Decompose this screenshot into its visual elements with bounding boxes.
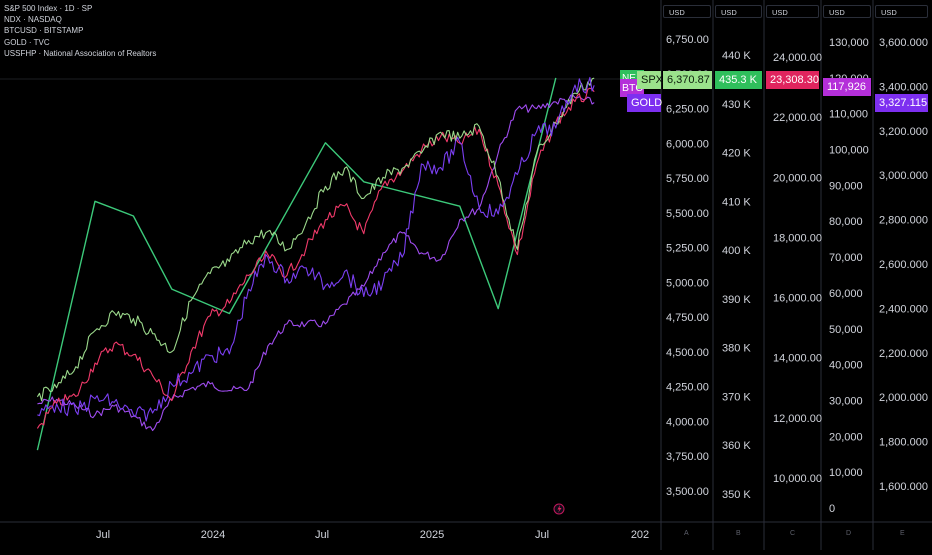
axis-tick-c: 16,000.00 [773, 293, 822, 305]
axis-tick-a: 3,750.00 [666, 451, 709, 463]
series-line-ussfhp [36, 77, 557, 451]
axis-tick-a: 6,750.00 [666, 34, 709, 46]
axis-tick-b: 380 K [722, 343, 751, 355]
axis-tick-a: 6,250.00 [666, 104, 709, 116]
gold-price-tag[interactable]: 3,327.115 [875, 94, 928, 112]
axis-tick-d: 60,000 [829, 288, 863, 300]
scale-d-footer: D [846, 530, 852, 537]
series-lines [36, 76, 595, 451]
axis-tick-a: 4,250.00 [666, 382, 709, 394]
axis-tick-b: 420 K [722, 148, 751, 160]
x-axis-label: 202 [631, 529, 649, 541]
legend-item[interactable]: NDX · NASDAQ [4, 15, 62, 25]
ussfhp-price-tag[interactable]: 435.3 K [715, 71, 762, 89]
legend-item[interactable]: S&P 500 Index · 1D · SP [4, 4, 93, 13]
axis-tick-e: 3,400.000 [879, 81, 928, 93]
x-axis-label: 2024 [201, 529, 225, 541]
axis-tick-a: 3,500.00 [666, 486, 709, 498]
axis-tick-a: 5,250.00 [666, 243, 709, 255]
axis-tick-b: 400 K [722, 245, 751, 257]
x-axis-label: 2025 [420, 529, 444, 541]
axis-tick-e: 2,600.000 [879, 259, 928, 271]
x-axis-label: Jul [315, 529, 329, 541]
scale-c-footer: C [790, 530, 796, 537]
axis-tick-d: 10,000 [829, 467, 863, 479]
axis-tick-d: 40,000 [829, 360, 863, 372]
btc-price-tag[interactable]: 117,926 [823, 78, 871, 96]
ndx-price-tag[interactable]: 23,308.30 [766, 71, 819, 89]
axis-tick-e: 2,200.000 [879, 348, 928, 360]
x-axis-label: Jul [96, 529, 110, 541]
axis-tick-b: 440 K [722, 50, 751, 62]
series-line-btcusd [37, 76, 595, 422]
axis-tick-d: 110,000 [829, 109, 868, 121]
axis-tick-e: 3,600.000 [879, 37, 928, 49]
axis-tick-d: 20,000 [829, 431, 863, 443]
axis-tick-d: 70,000 [829, 252, 863, 264]
axis-tick-a: 4,500.00 [666, 347, 709, 359]
legend-item[interactable]: BTCUSD · BITSTAMP [4, 26, 84, 36]
axis-tick-a: 5,750.00 [666, 173, 709, 185]
axis-tick-d: 100,000 [829, 145, 869, 157]
axis-tick-c: 20,000.00 [773, 172, 822, 184]
scale-b-footer: B [736, 530, 741, 537]
axis-tick-e: 1,800.000 [879, 437, 928, 449]
axis-tick-e: 2,000.000 [879, 392, 928, 404]
axis-tick-a: 6,000.00 [666, 138, 709, 150]
series-line-s-p-500-index [36, 87, 595, 429]
legend-item[interactable]: USSFHP · National Association of Realtor… [4, 48, 157, 58]
scale-b-unit[interactable]: USD [715, 5, 762, 18]
lightning-icon [557, 505, 562, 513]
axis-tick-c: 18,000.00 [773, 232, 822, 244]
scale-d-unit[interactable]: USD [823, 5, 871, 18]
axis-tick-c: 14,000.00 [773, 353, 822, 365]
event-marker-icon[interactable] [553, 503, 565, 515]
axis-tick-a: 4,750.00 [666, 312, 709, 324]
scale-e-unit[interactable]: USD [875, 5, 928, 18]
x-axis: Jul 2024 Jul 2025 Jul 202 [96, 503, 649, 541]
scale-c-unit[interactable]: USD [766, 5, 819, 18]
series-line-ndx [36, 77, 595, 402]
x-axis-label: Jul [535, 529, 549, 541]
axis-tick-b: 430 K [722, 99, 751, 111]
spx-tag[interactable]: SPX [637, 71, 663, 89]
axis-tick-d: 130,000 [829, 37, 869, 49]
axis-tick-a: 5,000.00 [666, 277, 709, 289]
axis-tick-a: 5,500.00 [666, 208, 709, 220]
scale-e-footer: E [900, 530, 905, 537]
spx-price-tag[interactable]: 6,370.87 [663, 71, 712, 89]
axis-tick-d: 90,000 [829, 180, 863, 192]
legend: S&P 500 Index · 1D · SP NDX · NASDAQ BTC… [4, 3, 156, 59]
axis-tick-e: 1,600.000 [879, 481, 928, 493]
axis-ticks: 3,500.00 3,750.00 4,000.00 4,250.00 4,500.00… [666, 34, 928, 515]
axis-tick-e: 2,400.000 [879, 303, 928, 315]
axis-tick-e: 2,800.000 [879, 215, 928, 227]
axis-tick-b: 410 K [722, 196, 751, 208]
axis-tick-c: 10,000.00 [773, 473, 822, 485]
axis-tick-d: 80,000 [829, 216, 863, 228]
axis-tick-c: 22,000.00 [773, 112, 822, 124]
axis-tick-c: 12,000.00 [773, 413, 822, 425]
axis-tick-b: 360 K [722, 440, 751, 452]
axis-tick-a: 4,000.00 [666, 416, 709, 428]
axis-tick-b: 390 K [722, 294, 751, 306]
scale-a-unit[interactable]: USD [663, 5, 711, 18]
axis-tick-e: 3,000.000 [879, 170, 928, 182]
legend-item[interactable]: GOLD · TVC [4, 37, 50, 47]
series-line-gold [37, 94, 595, 432]
scale-a-footer: A [684, 530, 689, 537]
axis-tick-b: 370 K [722, 391, 751, 403]
axis-tick-c: 24,000.00 [773, 52, 822, 64]
axis-tick-e: 3,200.000 [879, 126, 928, 138]
axis-tick-b: 350 K [722, 489, 751, 501]
gold-tag[interactable]: GOLD [627, 94, 662, 112]
axis-tick-d: 30,000 [829, 395, 863, 407]
axis-tick-d: 50,000 [829, 324, 863, 336]
axis-tick-d: 0 [829, 503, 835, 515]
